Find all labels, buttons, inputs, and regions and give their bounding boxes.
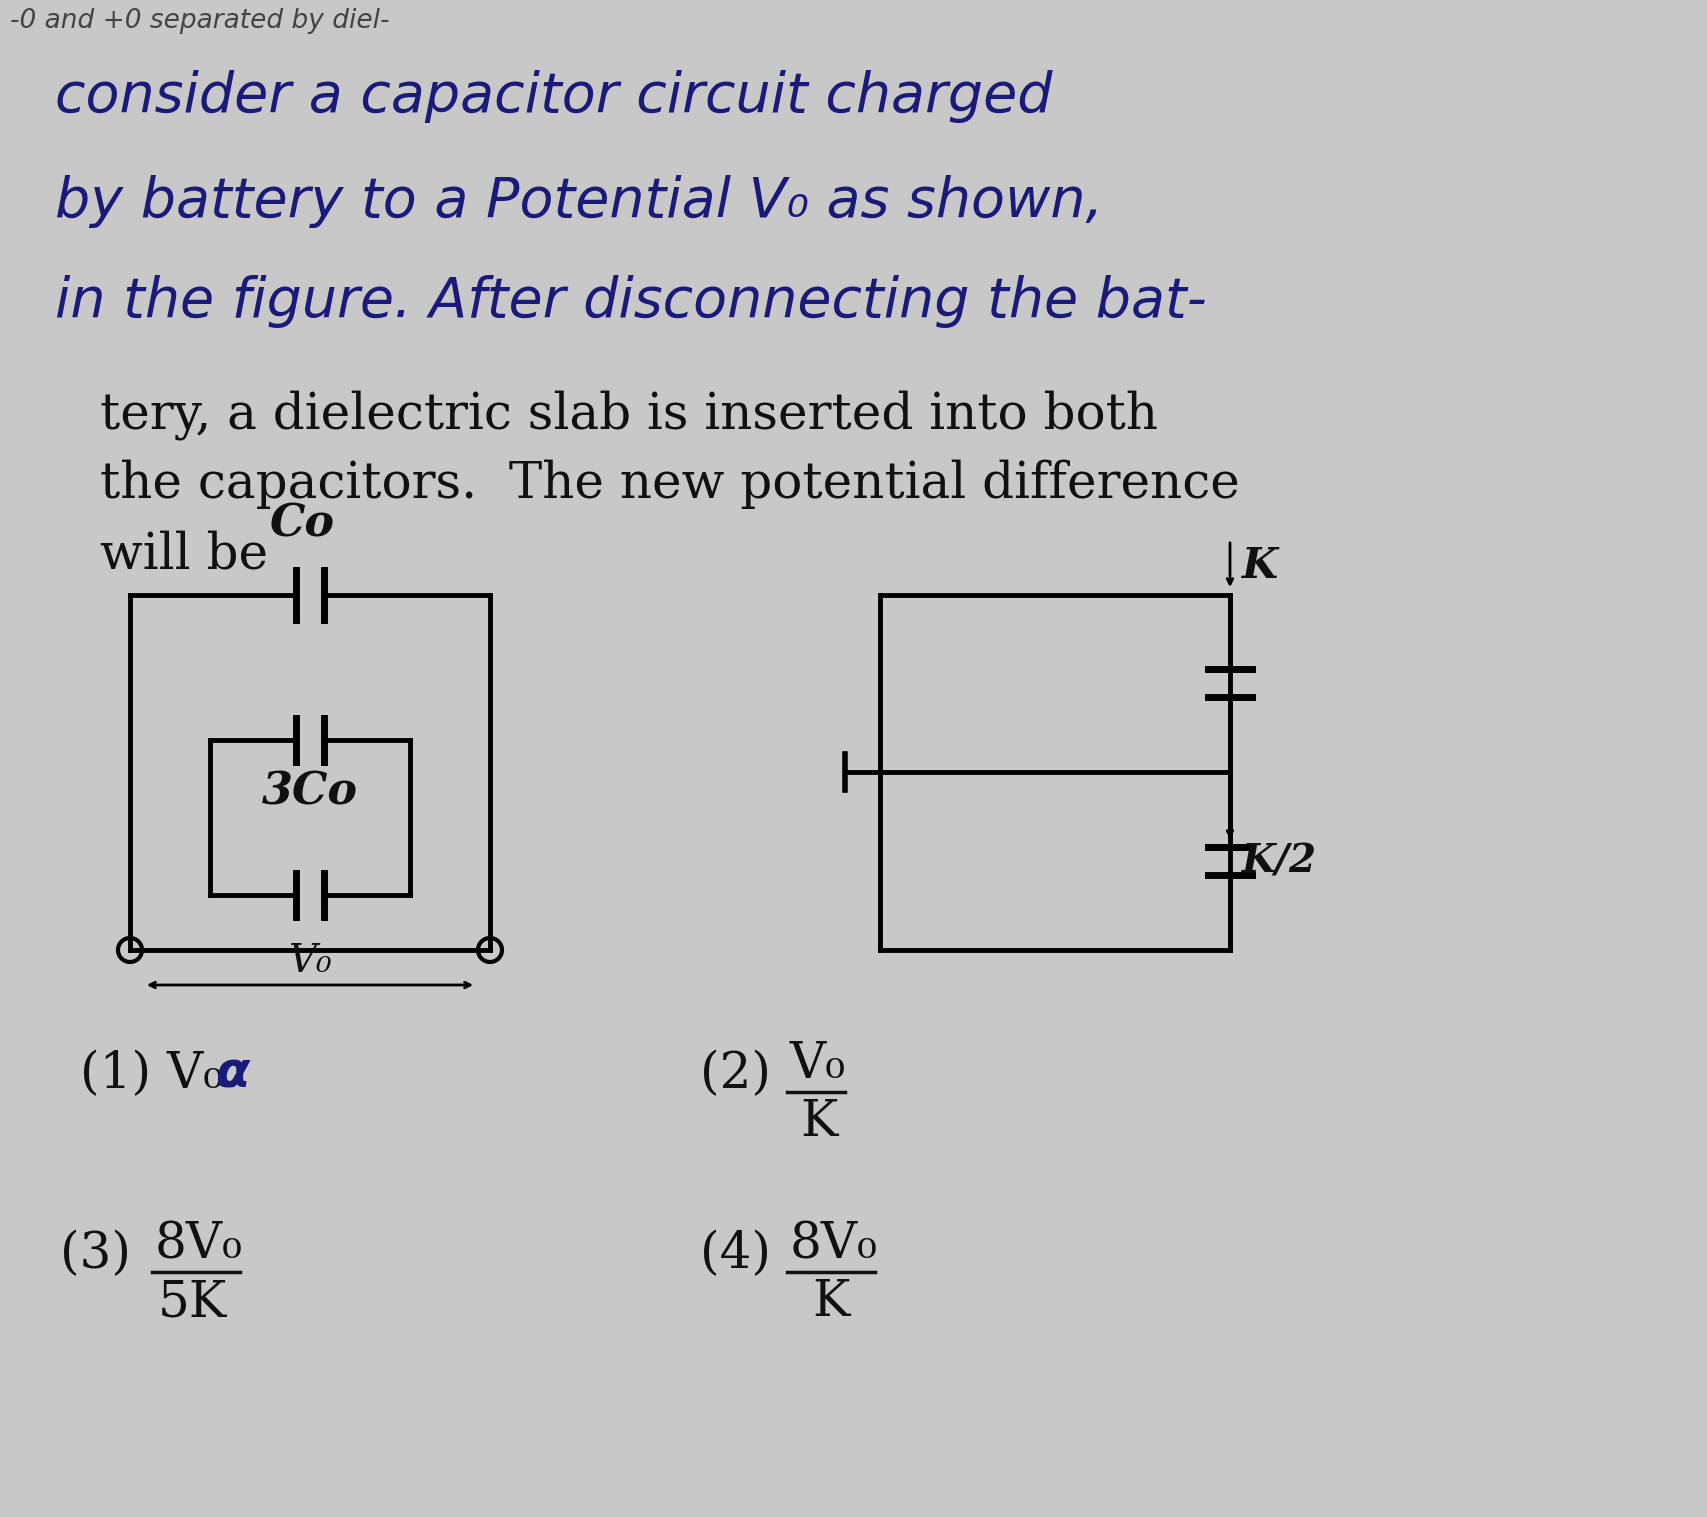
Text: the capacitors.  The new potential difference: the capacitors. The new potential differ… (101, 460, 1239, 510)
Text: tery, a dielectric slab is inserted into both: tery, a dielectric slab is inserted into… (101, 390, 1157, 440)
Text: K: K (799, 1098, 836, 1147)
Text: 8V₀: 8V₀ (155, 1220, 242, 1270)
Text: V₀: V₀ (790, 1041, 845, 1089)
Text: (3): (3) (60, 1230, 131, 1279)
Text: (1) V₀: (1) V₀ (80, 1050, 224, 1100)
Text: Co: Co (270, 502, 335, 545)
Text: V₀: V₀ (288, 944, 331, 980)
Text: in the figure. After disconnecting the bat-: in the figure. After disconnecting the b… (55, 275, 1207, 328)
Text: 5K: 5K (159, 1277, 227, 1327)
Text: K: K (1241, 545, 1277, 587)
Text: (4): (4) (700, 1230, 770, 1279)
Text: K: K (811, 1277, 848, 1327)
Text: K/2: K/2 (1241, 842, 1316, 880)
Text: (2): (2) (700, 1050, 770, 1100)
Text: consider a capacitor circuit charged: consider a capacitor circuit charged (55, 70, 1052, 123)
Text: 3Co: 3Co (261, 771, 358, 813)
Text: α: α (215, 1050, 249, 1098)
Text: by battery to a Potential V₀ as shown,: by battery to a Potential V₀ as shown, (55, 174, 1103, 228)
Text: -0 and +0 separated by diel-: -0 and +0 separated by diel- (10, 8, 389, 33)
Text: 8V₀: 8V₀ (790, 1220, 877, 1270)
Text: will be: will be (101, 529, 268, 579)
